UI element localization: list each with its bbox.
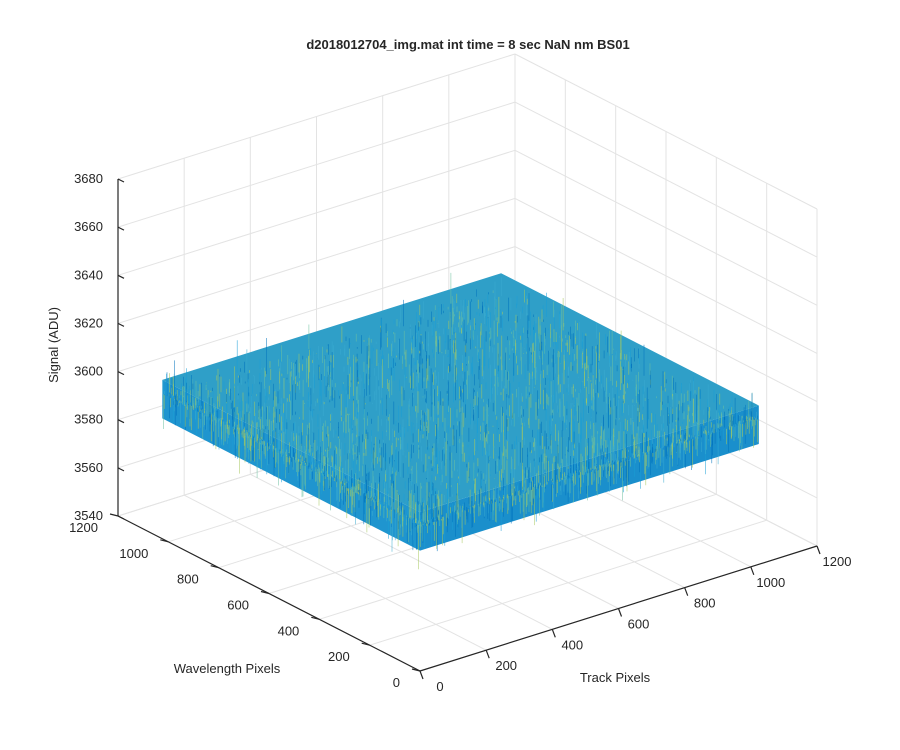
chart-title: d2018012704_img.mat int time = 8 sec NaN… <box>306 37 629 52</box>
tick-labels: 0 200 400 600 800 1000 1200 0 200 400 600 800 1000 12… <box>69 171 851 694</box>
z-tick-mark <box>117 371 125 376</box>
z-axis-label: Signal (ADU) <box>46 307 61 383</box>
z-tick-label: 3560 <box>74 460 103 475</box>
x-axis-label: Track Pixels <box>580 670 651 685</box>
right-wall-grid-line <box>514 197 818 354</box>
z-tick-mark <box>117 274 125 279</box>
right-wall-grid-line <box>514 246 818 403</box>
right-wall-grid-line <box>514 101 818 258</box>
y-tick-label: 200 <box>328 649 350 664</box>
x-tick-label: 0 <box>436 679 443 694</box>
x-tick-label: 1200 <box>823 554 852 569</box>
x-tick-label: 200 <box>495 658 517 673</box>
z-tick-mark <box>117 419 125 424</box>
floor-grid-line <box>369 519 767 646</box>
x-tick-mark <box>617 608 623 617</box>
y-tick-mark <box>109 513 119 517</box>
z-tick-mark <box>117 322 125 327</box>
x-tick-label: 400 <box>561 637 583 652</box>
z-tick-label: 3580 <box>74 412 103 427</box>
x-tick-mark <box>485 649 490 659</box>
y-tick-mark <box>361 642 370 646</box>
axes <box>109 178 821 680</box>
z-tick-label: 3680 <box>74 171 103 186</box>
z-tick-mark <box>117 467 125 472</box>
y-tick-mark <box>210 565 219 569</box>
floor-grid-line <box>319 493 717 620</box>
x-tick-mark <box>419 670 424 680</box>
z-tick-label: 3660 <box>74 219 103 234</box>
z-tick-label: 3620 <box>74 315 103 330</box>
surface-plot <box>162 272 759 570</box>
x-tick-label: 800 <box>694 596 716 611</box>
z-tick-label: 3600 <box>74 364 103 379</box>
y-tick-mark <box>411 668 421 672</box>
back-wall-grid-line <box>117 53 516 180</box>
y-tick-label: 400 <box>278 623 300 638</box>
y-tick-label: 600 <box>227 598 249 613</box>
x-tick-mark <box>750 566 755 576</box>
y-tick-label: 800 <box>177 572 199 587</box>
x-tick-label: 1000 <box>756 575 785 590</box>
y-tick-mark <box>160 539 169 543</box>
z-tick-label: 3540 <box>74 508 103 523</box>
x-tick-mark <box>816 545 821 555</box>
z-tick-mark <box>117 515 125 520</box>
z-tick-mark <box>117 178 125 183</box>
back-wall-grid-line <box>117 149 516 276</box>
right-wall-grid-line <box>514 53 818 210</box>
x-tick-label: 600 <box>628 617 650 632</box>
y-tick-label: 1000 <box>119 546 148 561</box>
y-tick-label: 0 <box>393 675 400 690</box>
y-axis-label: Wavelength Pixels <box>174 661 281 676</box>
x-tick-mark <box>684 587 689 596</box>
z-tick-label: 3640 <box>74 267 103 282</box>
back-wall-grid-line <box>117 246 516 373</box>
z-tick-mark <box>117 226 125 231</box>
right-wall-grid-line <box>514 149 818 306</box>
y-tick-mark <box>260 590 270 595</box>
x-tick-mark <box>551 629 556 638</box>
back-wall-grid-line <box>117 101 516 228</box>
surface-front-face <box>420 405 759 551</box>
y-tick-label: 1200 <box>69 520 98 535</box>
y-tick-mark <box>311 616 320 620</box>
back-wall-grid-line <box>117 197 516 324</box>
